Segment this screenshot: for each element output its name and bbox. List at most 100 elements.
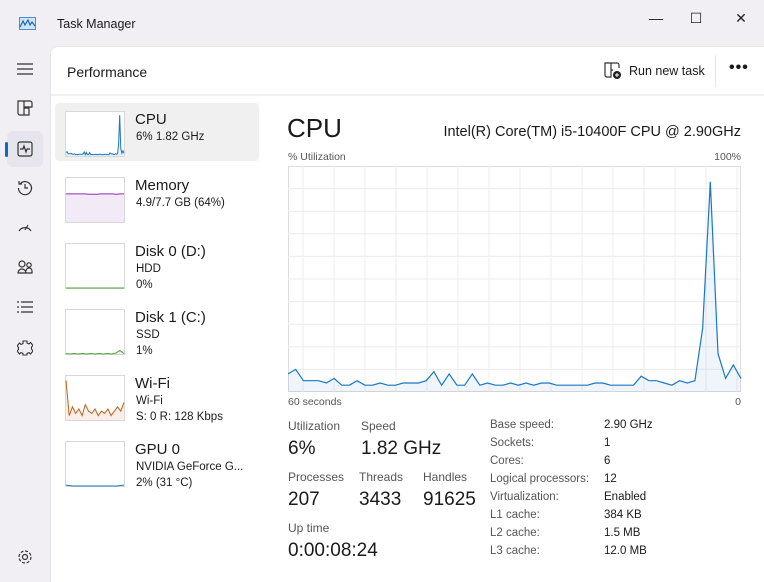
spec-label: L2 cache: xyxy=(490,527,540,539)
device-mini-graph xyxy=(65,243,125,289)
spec-label: Virtualization: xyxy=(490,491,559,503)
device-item-cpu[interactable]: CPU 6% 1.82 GHz xyxy=(55,103,259,161)
x-axis-left-label: 60 seconds xyxy=(288,396,342,408)
device-detail: HDD xyxy=(136,263,161,275)
run-new-task-button[interactable]: Run new task xyxy=(604,62,705,79)
stat-label: Handles xyxy=(423,470,468,484)
startup-icon xyxy=(18,224,32,232)
nav-settings[interactable] xyxy=(7,539,43,575)
spec-value: 1.5 MB xyxy=(604,527,641,539)
page-title: Performance xyxy=(67,64,148,80)
stat-value: 91625 xyxy=(423,489,476,510)
more-options-button[interactable]: ••• xyxy=(729,59,749,76)
device-mini-graph xyxy=(65,177,125,223)
stat-value: 0:00:08:24 xyxy=(288,540,378,561)
device-item-gpu-0[interactable]: GPU 0 NVIDIA GeForce G... 2% (31 °C) xyxy=(55,433,259,491)
device-mini-graph xyxy=(65,441,125,487)
stat-value: 1.82 GHz xyxy=(361,438,442,459)
services-icon xyxy=(17,340,33,356)
spec-value: 384 KB xyxy=(604,509,642,521)
run-new-task-label: Run new task xyxy=(629,63,705,78)
stat-label: Threads xyxy=(359,470,404,484)
stat-value: 207 xyxy=(288,489,320,510)
settings-icon xyxy=(18,550,32,564)
cpu-title: CPU xyxy=(287,113,342,143)
device-mini-graph xyxy=(65,111,125,157)
close-button[interactable]: ✕ xyxy=(735,10,747,26)
device-detail: 0% xyxy=(136,279,153,291)
stat-value: 6% xyxy=(288,438,316,459)
nav-users[interactable] xyxy=(7,249,43,285)
device-item-disk-1-c[interactable]: Disk 1 (C:) SSD 1% xyxy=(55,301,259,359)
nav-services[interactable] xyxy=(7,330,43,366)
stat-label: Utilization xyxy=(288,419,341,433)
users-icon xyxy=(17,260,33,274)
device-item-memory[interactable]: Memory 4.9/7.7 GB (64%) xyxy=(55,169,259,227)
page-header: Performance Run new task ••• xyxy=(51,47,764,96)
mini-graph-fill xyxy=(66,380,124,420)
spec-label: Logical processors: xyxy=(490,473,590,485)
device-detail: SSD xyxy=(136,329,160,341)
x-axis-right-label: 0 xyxy=(735,396,741,408)
device-detail: 2% (31 °C) xyxy=(136,477,193,489)
device-detail: 1% xyxy=(136,345,153,357)
cpu-model: Intel(R) Core(TM) i5-10400F CPU @ 2.90GH… xyxy=(443,124,741,140)
nav-performance[interactable] xyxy=(5,131,43,167)
app-history-icon xyxy=(17,181,33,196)
maximize-button[interactable]: ☐ xyxy=(689,10,703,26)
cpu-utilization-chart xyxy=(288,166,742,392)
device-detail: 4.9/7.7 GB (64%) xyxy=(136,197,225,209)
stat-label: Processes xyxy=(288,470,345,484)
stat-value: 3433 xyxy=(359,489,402,510)
device-name: Memory xyxy=(135,177,190,194)
device-detail: S: 0 R: 128 Kbps xyxy=(136,411,223,423)
device-item-disk-0-d[interactable]: Disk 0 (D:) HDD 0% xyxy=(55,235,259,293)
spec-value: 12.0 MB xyxy=(604,545,647,557)
divider xyxy=(715,55,716,87)
title-bar: Task Manager — ☐ ✕ xyxy=(0,0,764,46)
spec-value: 6 xyxy=(604,455,611,467)
nav-rail xyxy=(0,46,50,582)
spec-label: Cores: xyxy=(490,455,524,467)
spec-label: L1 cache: xyxy=(490,509,540,521)
minimize-button[interactable]: — xyxy=(649,10,663,26)
device-item-wi-fi[interactable]: Wi-Fi Wi-Fi S: 0 R: 128 Kbps xyxy=(55,367,259,425)
device-name: Disk 0 (D:) xyxy=(135,243,206,260)
stat-label: Speed xyxy=(361,419,396,433)
mini-graph-line xyxy=(65,484,125,487)
details-icon xyxy=(17,301,33,313)
run-new-task-icon xyxy=(604,62,621,79)
mini-graph-line xyxy=(65,349,125,355)
device-detail: 6% 1.82 GHz xyxy=(136,131,205,143)
processes-icon xyxy=(17,100,33,116)
mini-graph-line xyxy=(65,115,125,156)
device-mini-graph xyxy=(65,375,125,421)
spec-label: Base speed: xyxy=(490,419,554,431)
hamburger-icon xyxy=(17,63,33,75)
y-axis-label: % Utilization xyxy=(288,151,346,163)
nav-app-history[interactable] xyxy=(7,170,43,206)
nav-processes[interactable] xyxy=(7,90,43,126)
spec-value: 12 xyxy=(604,473,617,485)
device-name: GPU 0 xyxy=(135,441,181,458)
spec-value: 1 xyxy=(604,437,611,449)
main-panel: Performance Run new task ••• CPU 6% 1.82… xyxy=(50,46,764,582)
mini-graph-line xyxy=(65,380,125,417)
spec-label: L3 cache: xyxy=(490,545,540,557)
hamburger-menu-button[interactable] xyxy=(7,51,43,87)
mini-graph-fill xyxy=(66,193,124,222)
stat-label: Up time xyxy=(288,521,330,535)
device-name: CPU xyxy=(135,111,167,128)
device-detail: Wi-Fi xyxy=(136,395,163,407)
cpu-series-line xyxy=(288,181,742,387)
mini-graph-fill xyxy=(66,350,124,354)
nav-details[interactable] xyxy=(7,289,43,325)
device-name: Disk 1 (C:) xyxy=(135,309,206,326)
spec-value: Enabled xyxy=(604,491,647,503)
device-mini-graph xyxy=(65,309,125,355)
nav-startup[interactable] xyxy=(7,210,43,246)
y-max-label: 100% xyxy=(714,151,741,163)
device-name: Wi-Fi xyxy=(135,375,170,392)
task-manager-icon xyxy=(19,17,36,30)
window-title: Task Manager xyxy=(57,17,136,31)
